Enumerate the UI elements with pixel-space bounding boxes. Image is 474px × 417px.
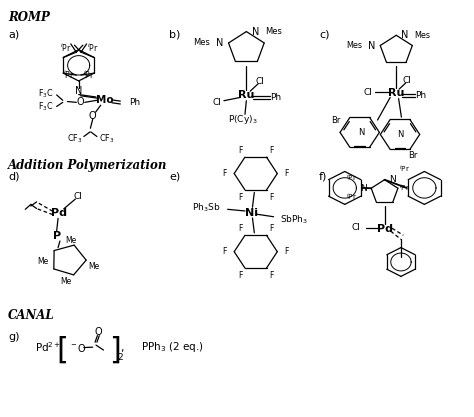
- Text: F$_3$C: F$_3$C: [37, 100, 54, 113]
- Text: F: F: [238, 193, 243, 201]
- Text: a): a): [9, 30, 19, 40]
- Text: F: F: [223, 247, 227, 256]
- Text: N: N: [389, 175, 395, 184]
- Text: Br: Br: [332, 116, 341, 125]
- Text: Br: Br: [409, 151, 418, 160]
- Text: Ru: Ru: [388, 88, 404, 98]
- Text: Cl: Cl: [402, 76, 411, 85]
- Text: N: N: [252, 27, 259, 37]
- Text: g): g): [9, 332, 20, 342]
- Text: Mes: Mes: [346, 41, 363, 50]
- Text: SbPh$_3$: SbPh$_3$: [280, 214, 308, 226]
- Text: $^i$Pr: $^i$Pr: [87, 41, 98, 54]
- Text: Mes: Mes: [193, 38, 210, 48]
- Text: Mo: Mo: [96, 95, 113, 105]
- Text: CF$_3$: CF$_3$: [66, 133, 82, 145]
- Text: $^i$Pr: $^i$Pr: [346, 172, 357, 183]
- Text: Cl: Cl: [351, 224, 360, 232]
- Text: Ph: Ph: [129, 98, 140, 107]
- Text: O: O: [76, 97, 84, 107]
- Text: $^i$Pr: $^i$Pr: [346, 192, 357, 203]
- Text: ,: ,: [120, 343, 124, 353]
- Text: Me: Me: [88, 261, 99, 271]
- Text: $^i$Pr: $^i$Pr: [399, 183, 410, 194]
- Text: N: N: [368, 40, 375, 50]
- Text: F: F: [269, 224, 273, 233]
- Text: F: F: [223, 169, 227, 178]
- Text: ROMP: ROMP: [9, 11, 50, 24]
- Text: Addition Polymerization: Addition Polymerization: [9, 159, 168, 172]
- Text: CF$_3$: CF$_3$: [99, 133, 114, 145]
- Text: Ph$_3$Sb: Ph$_3$Sb: [192, 201, 220, 214]
- Text: Ni: Ni: [245, 208, 257, 218]
- Text: [: [: [57, 336, 69, 365]
- Text: $^i$Pr: $^i$Pr: [83, 68, 95, 80]
- Text: Ph: Ph: [415, 91, 426, 100]
- Text: Cl: Cl: [73, 193, 82, 201]
- Text: N: N: [75, 86, 82, 96]
- Text: $^i$Pr: $^i$Pr: [63, 68, 74, 80]
- Text: N: N: [360, 184, 367, 193]
- Text: b): b): [169, 30, 181, 40]
- Text: d): d): [9, 171, 20, 181]
- Text: e): e): [169, 171, 180, 181]
- Text: O: O: [94, 327, 102, 337]
- Text: Pd: Pd: [376, 224, 392, 234]
- Text: P: P: [53, 231, 61, 241]
- Text: $^i$Pr: $^i$Pr: [60, 41, 72, 54]
- Text: $^i$Pr: $^i$Pr: [399, 164, 410, 175]
- Text: F: F: [284, 169, 289, 178]
- Text: Me: Me: [37, 257, 49, 266]
- Text: N: N: [358, 128, 365, 137]
- Text: F: F: [284, 247, 289, 256]
- Text: F: F: [238, 146, 243, 155]
- Text: 2: 2: [117, 353, 123, 362]
- Text: F$_3$C: F$_3$C: [37, 88, 54, 100]
- Text: ]: ]: [109, 336, 121, 365]
- Text: Ru: Ru: [238, 90, 255, 100]
- Text: O: O: [89, 111, 97, 121]
- Text: Pd$^{2+}$: Pd$^{2+}$: [35, 340, 61, 354]
- Text: F: F: [238, 271, 243, 280]
- Text: Mes: Mes: [414, 31, 430, 40]
- Text: Cl: Cl: [255, 77, 264, 86]
- Text: N: N: [216, 38, 223, 48]
- Text: F: F: [269, 193, 273, 201]
- Text: Mes: Mes: [265, 27, 282, 36]
- Text: F: F: [238, 224, 243, 233]
- Text: c): c): [319, 30, 329, 40]
- Text: N: N: [397, 130, 403, 139]
- Text: P(Cy)$_3$: P(Cy)$_3$: [228, 113, 257, 126]
- Text: Ph: Ph: [270, 93, 281, 102]
- Text: PPh$_3$ (2 eq.): PPh$_3$ (2 eq.): [141, 340, 204, 354]
- Text: $^-$O: $^-$O: [69, 342, 87, 354]
- Text: Pd: Pd: [51, 208, 67, 219]
- Text: F: F: [269, 146, 273, 155]
- Text: N: N: [401, 30, 408, 40]
- Text: Me: Me: [60, 277, 72, 286]
- Text: Me: Me: [65, 236, 76, 245]
- Text: F: F: [269, 271, 273, 280]
- Text: Cl: Cl: [213, 98, 222, 107]
- Text: Cl: Cl: [364, 88, 373, 97]
- Text: f): f): [319, 171, 328, 181]
- Text: CANAL: CANAL: [9, 309, 55, 322]
